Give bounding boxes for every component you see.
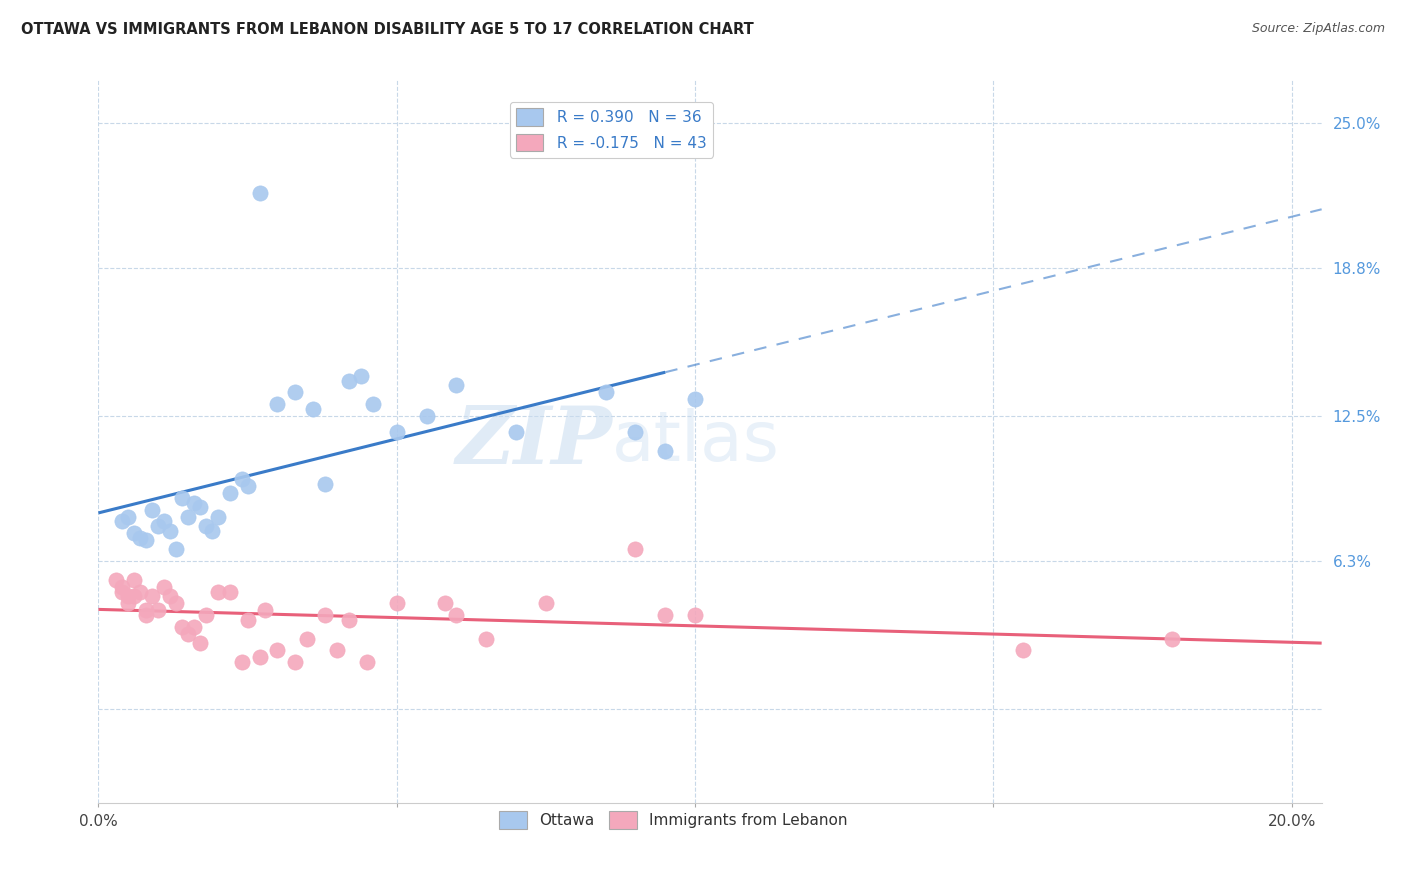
Point (284, 385, 307, 400)
Point (249, 186, 271, 200)
Point (624, 542, 647, 557)
Legend: Ottawa, Immigrants from Lebanon: Ottawa, Immigrants from Lebanon (494, 805, 853, 835)
Point (111, 584, 134, 599)
Point (683, 608, 706, 623)
Point (153, 514, 176, 528)
Point (1161, 632, 1184, 646)
Point (218, 584, 240, 599)
Point (595, 385, 617, 400)
Point (446, 608, 468, 623)
Point (153, 580, 176, 594)
Point (624, 425, 647, 439)
Point (165, 596, 187, 610)
Point (183, 495, 205, 509)
Point (415, 409, 437, 423)
Point (266, 643, 288, 657)
Point (297, 632, 319, 646)
Point (505, 425, 527, 439)
Point (129, 584, 152, 599)
Point (177, 509, 200, 524)
Text: atlas: atlas (612, 408, 780, 475)
Point (135, 608, 157, 623)
Point (135, 603, 157, 617)
Point (183, 620, 205, 634)
Point (302, 401, 325, 416)
Point (129, 531, 152, 545)
Point (534, 596, 557, 610)
Point (337, 374, 360, 388)
Point (170, 620, 193, 634)
Point (314, 608, 336, 623)
Point (122, 573, 145, 587)
Text: Source: ZipAtlas.com: Source: ZipAtlas.com (1251, 22, 1385, 36)
Point (361, 397, 384, 411)
Point (146, 603, 169, 617)
Point (231, 655, 253, 669)
Point (141, 590, 163, 604)
Point (249, 650, 271, 665)
Point (236, 479, 259, 493)
Point (475, 632, 498, 646)
Point (135, 533, 157, 547)
Point (141, 502, 163, 516)
Point (350, 368, 373, 383)
Point (165, 542, 187, 557)
Point (111, 514, 134, 528)
Point (188, 500, 211, 515)
Point (385, 596, 408, 610)
Point (218, 486, 240, 500)
Point (170, 491, 193, 505)
Point (314, 476, 336, 491)
Point (122, 590, 145, 604)
Point (385, 425, 408, 439)
Point (105, 573, 128, 587)
Point (236, 613, 259, 627)
Point (254, 603, 277, 617)
Point (194, 519, 217, 533)
Point (117, 596, 139, 610)
Point (188, 636, 211, 650)
Point (194, 608, 217, 623)
Point (111, 580, 134, 594)
Text: ZIP: ZIP (456, 403, 612, 480)
Point (356, 655, 378, 669)
Point (201, 524, 224, 538)
Point (122, 526, 145, 541)
Text: OTTAWA VS IMMIGRANTS FROM LEBANON DISABILITY AGE 5 TO 17 CORRELATION CHART: OTTAWA VS IMMIGRANTS FROM LEBANON DISABI… (21, 22, 754, 37)
Point (231, 472, 253, 486)
Point (284, 655, 307, 669)
Point (207, 509, 229, 524)
Point (654, 608, 676, 623)
Point (266, 397, 288, 411)
Point (337, 613, 360, 627)
Point (117, 509, 139, 524)
Point (159, 590, 181, 604)
Point (177, 627, 200, 641)
Point (654, 444, 676, 458)
Point (326, 643, 349, 657)
Point (433, 596, 456, 610)
Point (683, 392, 706, 407)
Point (159, 524, 181, 538)
Point (117, 590, 139, 604)
Point (207, 584, 229, 599)
Point (146, 519, 169, 533)
Point (1012, 643, 1035, 657)
Point (446, 378, 468, 392)
